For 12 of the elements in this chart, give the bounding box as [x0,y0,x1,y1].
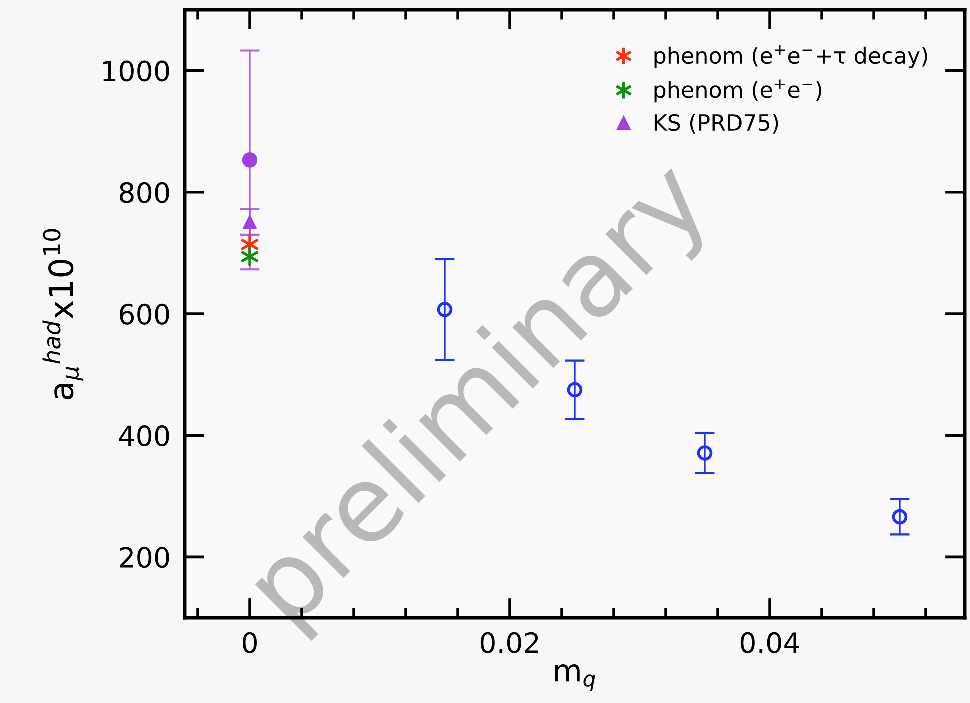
legend-label: KS (PRD75) [654,114,778,134]
y-tick-label: 600 [120,304,170,325]
x-tick-label: 0.04 [740,632,800,654]
y-tick-label: 400 [119,426,170,447]
y-tick-label: 800 [120,182,170,204]
x-axis-title: m$_{q}$ [555,664,596,692]
y-tick-label: 200 [120,547,170,568]
y-tick-label: 1000 [103,60,170,82]
legend-label: phenom (e$^{+}$e$^{−}$) [654,80,822,103]
legend-label: phenom (e$^{+}$e$^{−}$+τ decay) [654,46,928,68]
x-tick-label: 0 [242,632,257,654]
y-axis-title: a$_{μ}$$^{had}$x10$^{10}$ [42,229,84,400]
